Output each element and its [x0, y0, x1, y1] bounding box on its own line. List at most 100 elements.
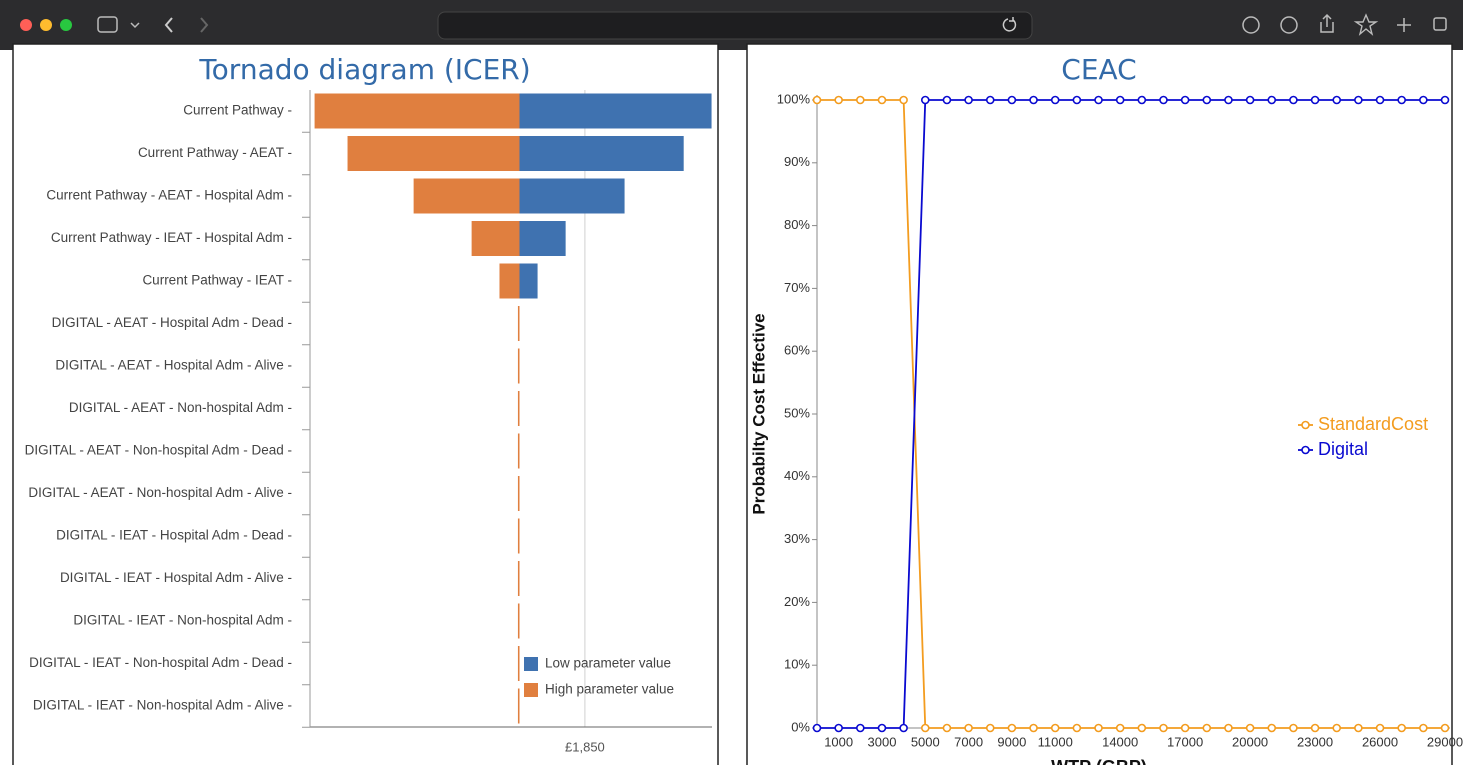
- point: [834, 95, 843, 105]
- bar: [518, 136, 684, 171]
- y-tick-label: 50%: [784, 405, 810, 420]
- point: [1029, 723, 1038, 733]
- y-tick-label: 0%: [791, 719, 810, 734]
- point: [964, 723, 973, 733]
- y-tick-label: Current Pathway -: [183, 103, 292, 118]
- point: [1332, 95, 1342, 105]
- forward-button[interactable]: [200, 17, 209, 33]
- chart-title: Tornado diagram (ICER): [198, 53, 530, 86]
- point: [899, 723, 908, 733]
- point: [985, 95, 995, 105]
- y-tick-label: Current Pathway - IEAT -: [142, 273, 292, 288]
- bar: [517, 646, 520, 681]
- point: [1202, 723, 1212, 733]
- legend-swatch: [524, 657, 538, 671]
- bar: [518, 93, 712, 129]
- point: [1245, 95, 1255, 105]
- bar: [347, 136, 520, 171]
- x-tick-label: £1,850: [565, 739, 605, 754]
- x-tick-label: 23000: [1297, 734, 1333, 749]
- point: [1115, 95, 1125, 105]
- point: [1375, 723, 1385, 733]
- y-tick-label: DIGITAL - IEAT - Non-hospital Adm - Dead…: [29, 655, 292, 670]
- bar: [517, 518, 520, 554]
- bar: [517, 348, 520, 384]
- y-tick-label: 60%: [784, 343, 810, 358]
- x-tick-label: 9000: [997, 734, 1026, 749]
- sidebar-button[interactable]: [97, 16, 118, 33]
- point: [856, 723, 865, 733]
- point: [1440, 95, 1450, 105]
- x-tick-label: 7000: [954, 734, 983, 749]
- y-axis-title: Probabilty Cost Effective: [749, 313, 768, 514]
- address-bar[interactable]: [437, 11, 1033, 40]
- bar: [518, 178, 625, 214]
- y-tick-label: DIGITAL - AEAT - Hospital Adm - Dead -: [52, 315, 292, 330]
- tabs-overview-button[interactable]: [1433, 17, 1447, 31]
- point: [1094, 95, 1103, 105]
- legend-label: Digital: [1318, 439, 1368, 459]
- point: [920, 95, 930, 105]
- y-tick-label: 20%: [784, 594, 810, 609]
- legend-marker: [1301, 420, 1310, 430]
- point: [899, 95, 908, 105]
- point: [1159, 95, 1168, 105]
- x-tick-label: 17000: [1167, 734, 1203, 749]
- point: [920, 723, 930, 733]
- minimize-button[interactable]: [40, 19, 52, 31]
- y-tick-label: Current Pathway - AEAT -: [138, 145, 292, 160]
- downloads-button[interactable]: [1242, 16, 1260, 34]
- bar: [517, 561, 520, 596]
- back-button[interactable]: [164, 17, 173, 33]
- y-tick-label: DIGITAL - IEAT - Non-hospital Adm - Aliv…: [33, 698, 292, 713]
- ceac-panel: [746, 43, 1453, 765]
- bar: [517, 688, 520, 724]
- point: [1115, 723, 1125, 733]
- y-tick-label: Current Pathway - IEAT - Hospital Adm -: [51, 230, 292, 245]
- y-tick-label: 80%: [784, 217, 810, 232]
- x-axis-title: WTP (GBP): [1051, 757, 1147, 765]
- reload-button[interactable]: [1002, 17, 1017, 32]
- point: [1375, 95, 1385, 105]
- point: [1137, 723, 1147, 733]
- chart-title: CEAC: [1061, 53, 1136, 86]
- point: [1050, 723, 1060, 733]
- bookmark-button[interactable]: [1353, 13, 1379, 36]
- point: [812, 723, 822, 733]
- point: [964, 95, 973, 105]
- y-tick-label: 10%: [784, 657, 810, 672]
- point: [1267, 95, 1277, 105]
- tab-menu[interactable]: [130, 22, 140, 29]
- zoom-button[interactable]: [60, 19, 72, 31]
- legend-label: High parameter value: [545, 682, 674, 697]
- point: [1159, 723, 1168, 733]
- x-tick-label: 14000: [1102, 734, 1138, 749]
- bar: [413, 178, 520, 214]
- y-tick-label: 30%: [784, 531, 810, 546]
- point: [1050, 95, 1060, 105]
- legend-marker: [1301, 445, 1310, 455]
- point: [1180, 95, 1190, 105]
- legend-swatch: [524, 683, 538, 697]
- share-button[interactable]: [1320, 13, 1334, 33]
- point: [1224, 95, 1233, 105]
- point: [1354, 95, 1363, 105]
- point: [942, 723, 952, 733]
- close-button[interactable]: [20, 19, 32, 31]
- point: [1289, 723, 1298, 733]
- point: [1440, 723, 1450, 733]
- x-tick-label: 5000: [911, 734, 940, 749]
- point: [1310, 95, 1320, 105]
- point: [1137, 95, 1147, 105]
- point: [1419, 723, 1428, 733]
- point: [1202, 95, 1212, 105]
- point: [856, 95, 865, 105]
- point: [1419, 95, 1428, 105]
- point: [1289, 95, 1298, 105]
- y-tick-label: DIGITAL - IEAT - Hospital Adm - Dead -: [56, 528, 292, 543]
- point: [1397, 723, 1406, 733]
- new-tab-button[interactable]: [1397, 18, 1411, 32]
- point: [834, 723, 843, 733]
- history-button[interactable]: [1280, 16, 1298, 34]
